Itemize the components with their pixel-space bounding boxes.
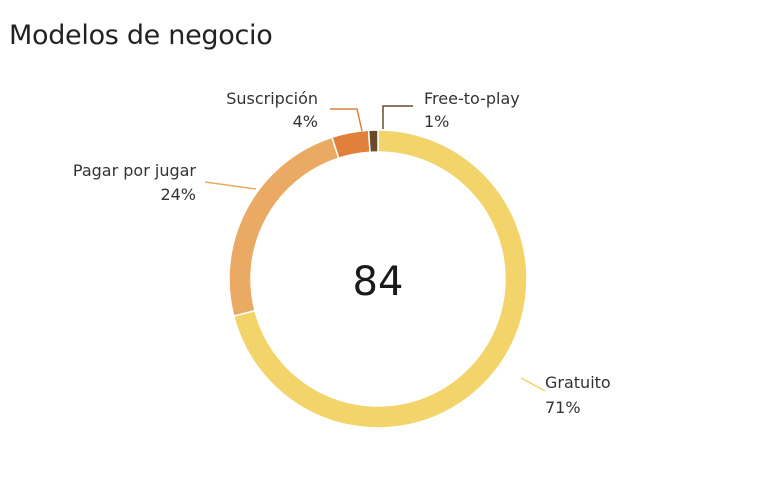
- leader-line: [520, 377, 546, 392]
- leader-line: [330, 108, 363, 132]
- slice-suscripci-n[interactable]: [331, 129, 371, 160]
- slice-labels: Gratuito 71% Pagar por jugar 24% Suscripción…: [73, 89, 611, 417]
- slice-label-value: 1%: [424, 112, 449, 131]
- slice-label-name: Gratuito: [545, 373, 611, 392]
- slice-free-to-play[interactable]: [367, 129, 379, 154]
- donut-center-total: 84: [353, 259, 404, 305]
- slice-label-value: 71%: [545, 398, 581, 417]
- slice-label-name: Free-to-play: [424, 89, 520, 108]
- slice-label-value: 24%: [160, 185, 196, 204]
- slice-gratuito[interactable]: [232, 129, 528, 429]
- slice-label-value: 4%: [293, 112, 318, 131]
- slice-pagar-por-jugar[interactable]: [228, 136, 340, 317]
- donut-slices: [228, 129, 528, 429]
- chart-title: Modelos de negocio: [9, 20, 273, 51]
- leader-line: [382, 105, 413, 129]
- slice-label-name: Suscripción: [226, 89, 318, 108]
- slice-label-name: Pagar por jugar: [73, 161, 197, 180]
- leader-line: [204, 181, 257, 190]
